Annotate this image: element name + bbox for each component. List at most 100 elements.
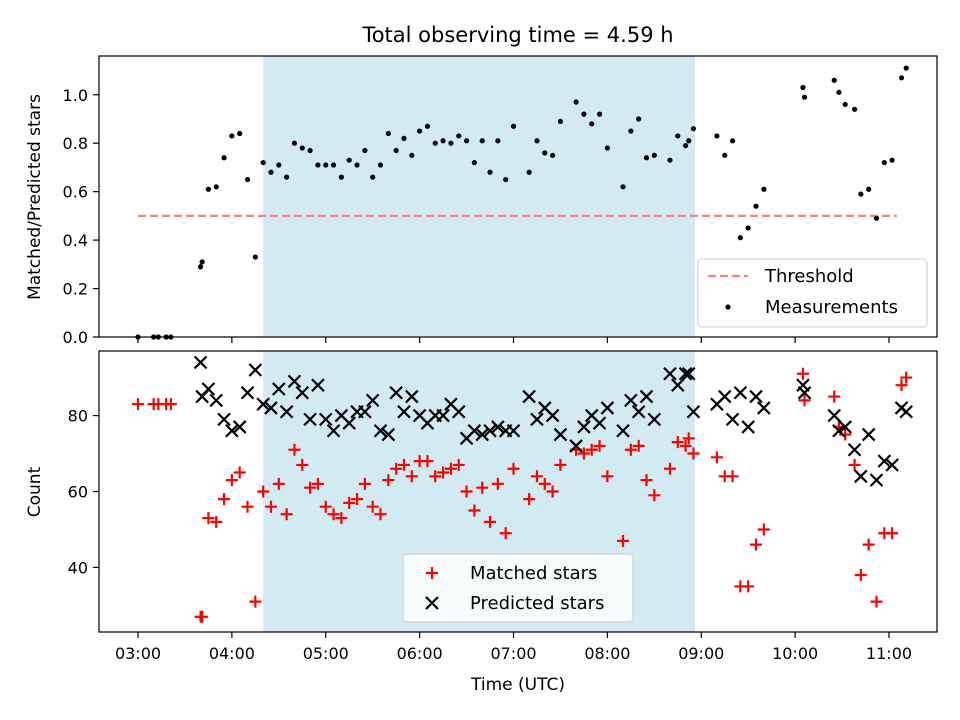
matched-star-point	[679, 439, 692, 452]
measurement-point	[581, 111, 587, 117]
predicted-star-point	[741, 420, 755, 434]
top-y-tick-label: 0.8	[63, 134, 88, 153]
measurement-point	[686, 138, 692, 144]
matched-star-point	[249, 595, 262, 608]
predicted-star-point	[899, 404, 913, 419]
predicted-star-point	[405, 389, 419, 404]
measurement-point	[604, 145, 610, 151]
measurement-point	[745, 225, 751, 231]
predicted-star-point	[717, 389, 732, 404]
matched-star-point	[663, 462, 676, 475]
bottom-y-axis: 40 60 80	[68, 407, 99, 577]
matched-star-point	[311, 477, 324, 490]
bottom-panel: 40 60 80 03:00 04:00 05:00 06:00 07:00 08:00 09:…	[25, 350, 938, 695]
threshold-legend-label: Threshold	[764, 266, 854, 287]
bottom-x-axis: 03:00 04:00 05:00 06:00 07:00 08:00 09:00 10:00…	[115, 632, 912, 663]
measurement-point	[299, 145, 305, 151]
measurement-point	[714, 133, 720, 139]
bottom-y-tick-label: 40	[68, 558, 88, 577]
measurement-point	[903, 65, 909, 71]
measurement-point	[268, 169, 274, 175]
predicted-star-point	[616, 423, 630, 438]
measurement-point	[362, 147, 368, 154]
predicted-star-point	[217, 412, 231, 427]
measurement-point	[385, 130, 391, 137]
measurement-point	[276, 162, 282, 168]
matched-star-point	[452, 458, 465, 471]
measurement-point	[199, 259, 205, 265]
matched-star-point	[444, 462, 457, 475]
measurement-point	[542, 150, 548, 156]
predicted-star-point	[209, 393, 224, 408]
measurement-point	[354, 162, 360, 168]
matched-star-point	[288, 443, 301, 456]
predicted-star-point	[240, 385, 255, 400]
matched-star-point	[710, 451, 723, 464]
matched-star-point	[848, 458, 861, 471]
measurement-point	[479, 138, 485, 144]
measurement-point	[370, 174, 376, 180]
predicted-star-point	[600, 401, 615, 415]
matched-star-point	[870, 595, 883, 608]
measurement-point	[866, 186, 872, 192]
matched-star-point	[554, 458, 567, 471]
measurement-point	[338, 174, 344, 180]
measurement-point	[831, 77, 837, 83]
matched-star-point	[233, 466, 246, 479]
predicted-star-point	[545, 408, 560, 423]
measurement-point	[417, 128, 423, 134]
matched-star-point	[351, 493, 364, 506]
measurement-point	[409, 152, 415, 158]
measurement-point	[842, 101, 848, 108]
matched-star-point	[327, 508, 340, 521]
measurement-point	[898, 75, 905, 81]
measurement-point	[221, 155, 227, 161]
matched-star-point	[358, 477, 371, 490]
predicted-star-point	[592, 416, 607, 430]
matched-star-point	[421, 455, 434, 468]
bottom-y-axis-label: Count	[25, 466, 45, 517]
measurement-point	[401, 135, 407, 141]
predicted-star-point	[686, 404, 701, 419]
matched-star-point	[507, 462, 520, 475]
measurement-point	[667, 157, 673, 163]
matched-star-point	[577, 447, 590, 460]
measurement-point	[836, 89, 842, 95]
measurement-point	[753, 203, 759, 209]
top-y-axis: 0.0 0.2 0.4 0.6 0.8 1.0	[63, 86, 99, 347]
top-axes-frame	[98, 55, 938, 338]
measurement-point	[534, 138, 540, 144]
predicted-star-point	[577, 420, 591, 434]
matched-star-point	[499, 527, 512, 540]
predicted-star-point	[295, 385, 310, 400]
matched-star-point	[132, 398, 144, 411]
matched-star-point	[640, 474, 653, 487]
measurement-point	[737, 235, 743, 241]
predicted-star-point	[272, 382, 286, 396]
measurement-point	[284, 174, 290, 180]
predicted-star-point	[749, 389, 763, 404]
matched-star-point	[530, 470, 543, 483]
measurement-point	[495, 138, 501, 144]
matched-star-point	[319, 500, 332, 513]
predicted-star-point	[885, 458, 899, 472]
predicted-star-point	[757, 401, 771, 415]
matched-star-point	[397, 458, 410, 471]
bottom-plot-area	[132, 355, 913, 623]
matched-star-point	[632, 439, 645, 452]
top-y-tick-label: 1.0	[63, 86, 88, 105]
predicted-star-point	[279, 404, 294, 419]
top-y-axis-label: Matched/Predicted stars	[25, 94, 45, 300]
matched-star-point	[390, 462, 403, 475]
top-legend-box	[697, 258, 928, 328]
predicted-star-point	[389, 385, 403, 400]
measurement-point	[244, 176, 251, 183]
x-tick-label: 06:00	[397, 644, 443, 663]
predicted-star-point	[365, 393, 380, 408]
matched-stars-legend-label: Matched stars	[470, 563, 597, 584]
measurement-point	[323, 162, 329, 168]
predicted-star-point	[436, 408, 450, 423]
predicted-star-point	[225, 423, 239, 438]
top-panel: 0.0 0.2 0.4 0.6 0.8 1.0 Matched/Predicted sta…	[25, 55, 938, 347]
